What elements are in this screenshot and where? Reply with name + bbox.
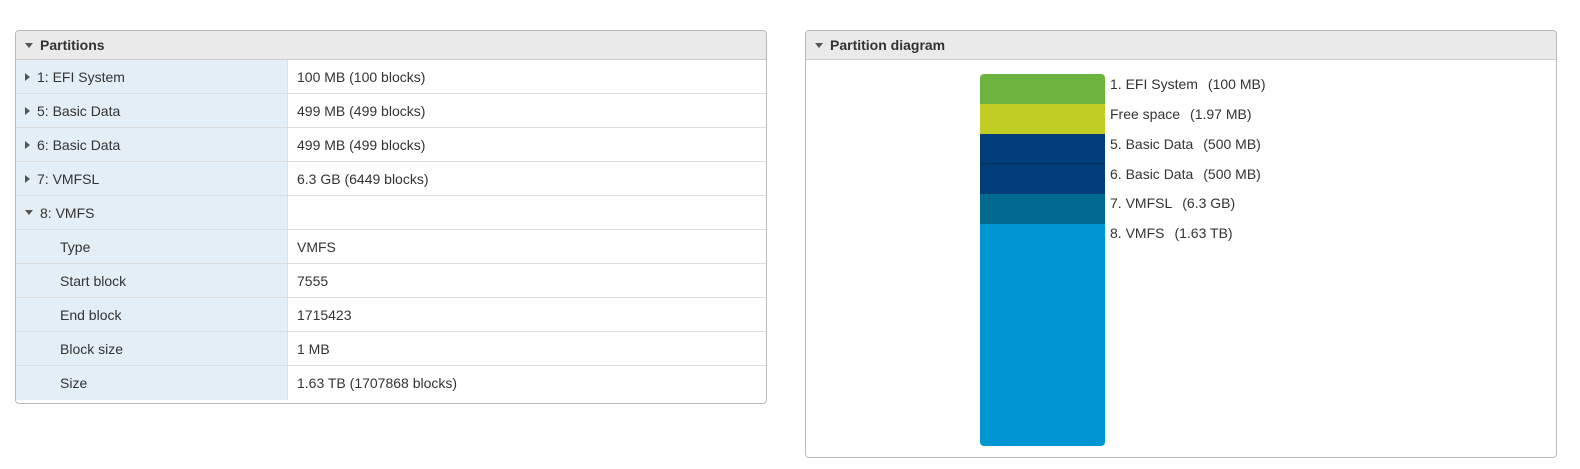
collapse-icon[interactable] [815, 42, 823, 48]
partitions-title: Partitions [40, 37, 105, 53]
detail-label: End block [16, 298, 288, 331]
partition-diagram-panel: Partition diagram 1. EFI System (100 MB) … [805, 30, 1557, 458]
detail-value: 7555 [297, 272, 329, 289]
segment-efi-system [980, 74, 1105, 104]
vmfs-detail-size: Size 1.63 TB (1707868 blocks) [16, 366, 766, 400]
legend-name: 7. VMFSL [1110, 195, 1173, 211]
partition-bar [980, 74, 1105, 446]
partition-row-vmfsl[interactable]: 7: VMFSL 6.3 GB (6449 blocks) [16, 162, 766, 196]
legend-name: 1. EFI System [1110, 76, 1198, 92]
legend-vmfsl: 7. VMFSL (6.3 GB) [1110, 195, 1235, 211]
legend-size: (6.3 GB) [1182, 195, 1236, 211]
partition-row-basic-data-5[interactable]: 5: Basic Data 499 MB (499 blocks) [16, 94, 766, 128]
legend-basic-data-6: 6. Basic Data (500 MB) [1110, 166, 1261, 182]
partition-row-efi[interactable]: 1: EFI System 100 MB (100 blocks) [16, 60, 766, 94]
legend-name: 8. VMFS [1110, 225, 1165, 241]
detail-label: Type [16, 230, 288, 263]
legend-vmfs: 8. VMFS (1.63 TB) [1110, 225, 1233, 241]
partition-value: 499 MB (499 blocks) [297, 102, 426, 119]
partition-diagram-title: Partition diagram [830, 37, 946, 53]
partition-value: 6.3 GB (6449 blocks) [297, 170, 429, 187]
partition-value [288, 196, 766, 229]
legend-name: Free space [1110, 106, 1181, 122]
partitions-panel-header[interactable]: Partitions [16, 31, 766, 60]
collapse-icon[interactable] [25, 42, 33, 48]
segment-vmfs [980, 224, 1105, 446]
legend-name: 6. Basic Data [1110, 166, 1194, 182]
vmfs-detail-type: Type VMFS [16, 230, 766, 264]
detail-label: Size [16, 366, 288, 400]
legend-size: (500 MB) [1203, 136, 1261, 152]
legend-name: 5. Basic Data [1110, 136, 1194, 152]
detail-value: 1715423 [297, 306, 352, 323]
expand-icon[interactable] [25, 174, 30, 183]
detail-value: 1.63 TB (1707868 blocks) [297, 375, 458, 391]
partition-label: 1: EFI System [37, 68, 125, 85]
segment-basic-data-6 [980, 164, 1105, 194]
partition-label: 7: VMFSL [37, 170, 100, 187]
partition-row-basic-data-6[interactable]: 6: Basic Data 499 MB (499 blocks) [16, 128, 766, 162]
collapse-icon[interactable] [25, 210, 33, 215]
segment-basic-data-5 [980, 134, 1105, 164]
partitions-panel: Partitions 1: EFI System 100 MB (100 blo… [15, 30, 767, 404]
partition-row-vmfs[interactable]: 8: VMFS [16, 196, 766, 230]
expand-icon[interactable] [25, 106, 30, 115]
detail-label: Start block [16, 264, 288, 297]
legend-size: (100 MB) [1207, 76, 1266, 92]
legend-size: (1.63 TB) [1174, 225, 1233, 241]
vmfs-detail-start-block: Start block 7555 [16, 264, 766, 298]
segment-vmfsl [980, 194, 1105, 224]
partition-value: 100 MB (100 blocks) [297, 68, 426, 85]
segment-free-space [980, 104, 1105, 134]
detail-value: 1 MB [297, 340, 330, 357]
partition-value: 499 MB (499 blocks) [297, 136, 426, 153]
vmfs-detail-block-size: Block size 1 MB [16, 332, 766, 366]
legend-basic-data-5: 5. Basic Data (500 MB) [1110, 136, 1261, 152]
detail-label: Block size [16, 332, 288, 365]
legend-free-space: Free space (1.97 MB) [1110, 106, 1252, 122]
expand-icon[interactable] [25, 140, 30, 149]
legend-size: (500 MB) [1203, 166, 1261, 182]
partition-diagram-header[interactable]: Partition diagram [806, 31, 1556, 60]
expand-icon[interactable] [25, 72, 30, 81]
legend-size: (1.97 MB) [1190, 106, 1252, 122]
partition-label: 5: Basic Data [37, 102, 121, 119]
legend-efi-system: 1. EFI System (100 MB) [1110, 76, 1266, 92]
vmfs-detail-end-block: End block 1715423 [16, 298, 766, 332]
partition-label: 6: Basic Data [37, 136, 121, 153]
detail-value: VMFS [297, 238, 336, 255]
partition-label: 8: VMFS [40, 204, 95, 221]
